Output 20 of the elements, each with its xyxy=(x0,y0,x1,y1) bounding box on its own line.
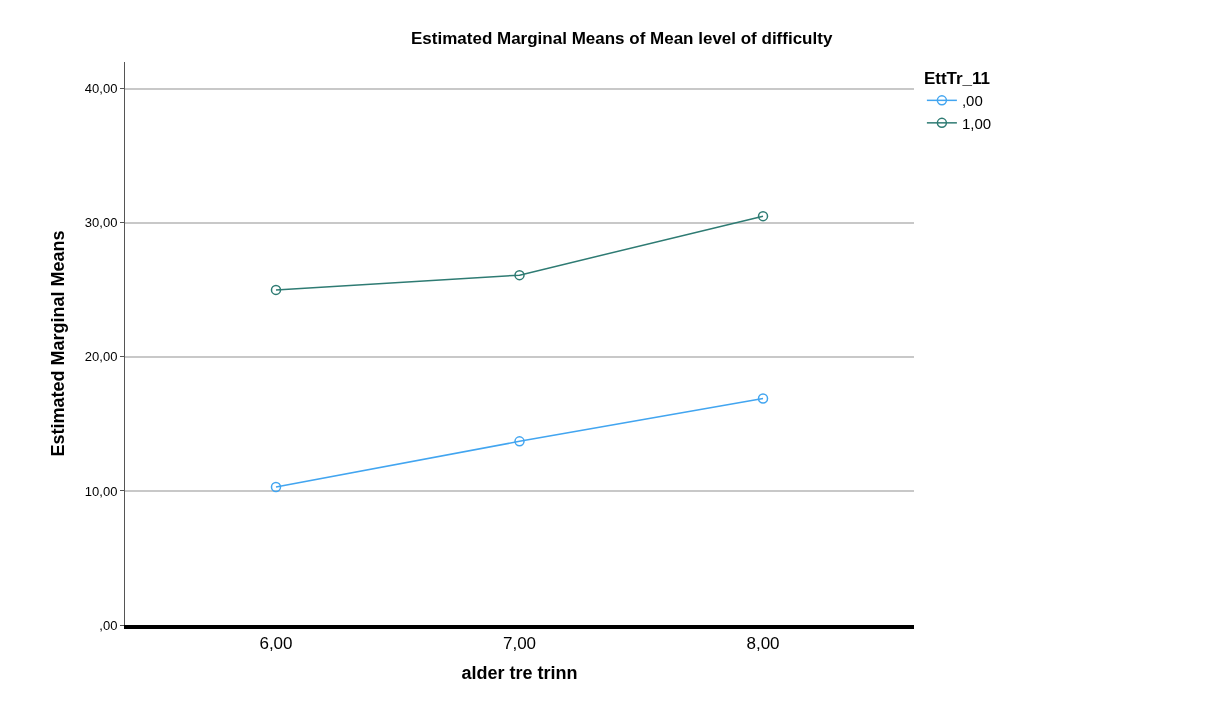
y-axis-title: Estimated Marginal Means xyxy=(48,230,69,457)
legend-title: EttTr_11 xyxy=(923,69,991,89)
x-tick-label: 7,00 xyxy=(502,634,537,654)
point xyxy=(514,269,525,281)
x-tick-label: 6,00 xyxy=(259,634,293,654)
chart-title: Estimated Marginal Means of Mean level of difficulty xyxy=(411,29,833,49)
point xyxy=(514,436,525,447)
x-tick-label: 8,00 xyxy=(746,634,780,654)
y-tick-label: 20,00 xyxy=(84,349,118,365)
y-tick-label: ,00 xyxy=(99,617,118,633)
point xyxy=(270,284,282,296)
legend-label: ,00 xyxy=(961,92,983,110)
legend-label: 1,00 xyxy=(961,114,992,132)
point xyxy=(270,481,282,493)
point xyxy=(757,393,769,404)
y-tick-label: 40,00 xyxy=(84,81,118,97)
point xyxy=(757,210,769,222)
x-axis-title: alder tre trinn xyxy=(461,663,578,683)
y-tick-label: 30,00 xyxy=(84,215,118,231)
y-tick-label: 10,00 xyxy=(84,483,118,499)
